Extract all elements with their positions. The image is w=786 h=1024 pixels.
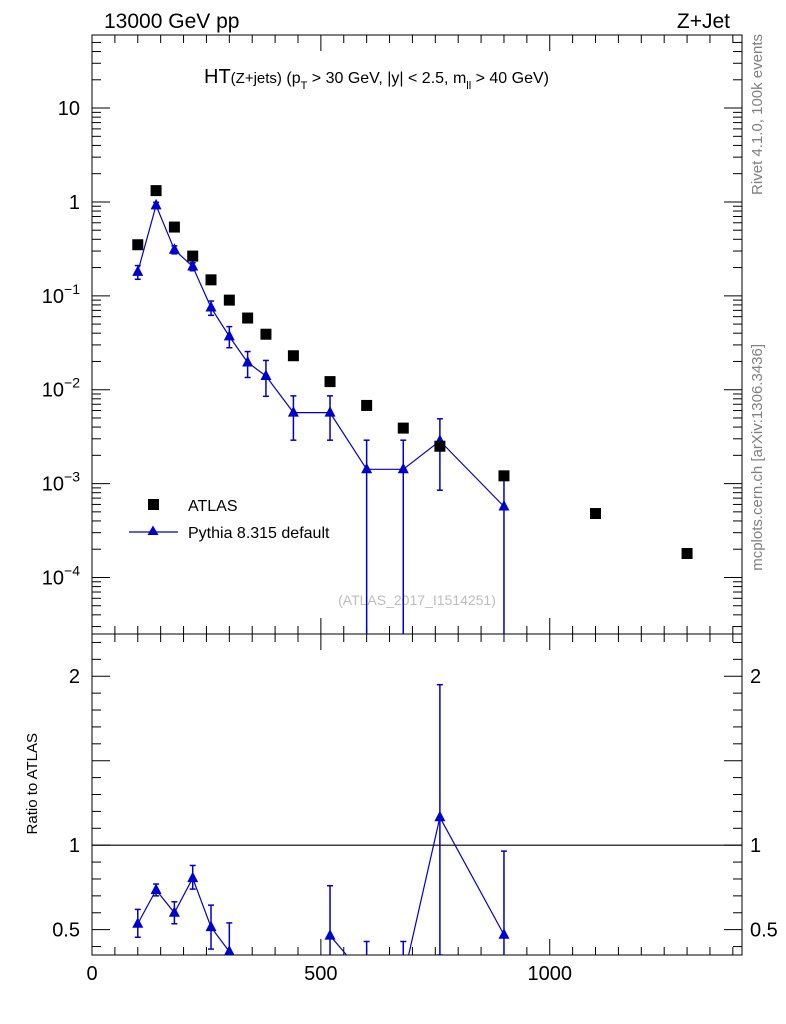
pythia-point: [287, 406, 299, 417]
atlas-point: [498, 470, 510, 482]
main-y-tick-label: 1: [69, 192, 80, 214]
ratio-y-tick-label-left: 1: [69, 835, 80, 857]
atlas-point: [223, 294, 235, 306]
pythia-point: [150, 198, 162, 210]
atlas-point: [168, 221, 180, 233]
ratio-y-tick-label-left: 0.5: [52, 920, 80, 942]
header-left: 13000 GeV pp: [104, 10, 239, 33]
main-axis-ticks: 10 1 10−1 10−2 10−3 10−4: [42, 34, 742, 634]
x-tick-label: 500: [304, 963, 337, 985]
ratio-plot-frame: [91, 633, 743, 956]
ratio-y-tick-label-right: 0.5: [750, 920, 778, 942]
ratio-point: [132, 917, 144, 928]
atlas-point: [361, 399, 373, 411]
pythia-point: [205, 301, 217, 312]
ratio-point: [361, 972, 372, 983]
main-plot-frame: [91, 34, 743, 635]
ratio-y-tick-label-right: 2: [750, 666, 761, 688]
atlas-point: [681, 548, 693, 560]
pythia-point: [324, 406, 336, 417]
main-y-tick-label: 10: [58, 98, 80, 120]
ratio-point: [324, 929, 336, 940]
ratio-point: [498, 928, 510, 939]
ratio-point: [205, 920, 217, 932]
atlas-point: [287, 350, 299, 362]
pythia-point: [498, 500, 510, 511]
atlas-point: [324, 376, 336, 388]
main-y-tick-label: 10−1: [42, 281, 80, 308]
atlas-point: [132, 239, 144, 251]
pythia-point: [242, 355, 254, 367]
legend-label-atlas: ATLAS: [188, 498, 238, 515]
x-tick-label: 0: [86, 963, 97, 985]
ratio-y-tick-label-left: 2: [69, 666, 80, 688]
ratio-point: [398, 972, 409, 983]
ratio-point: [187, 871, 199, 883]
atlas-point: [397, 422, 409, 434]
ratio-y-tick-label-right: 1: [750, 835, 761, 857]
atlas-point: [150, 185, 162, 197]
ratio-point: [224, 945, 235, 955]
pythia-line: [137, 203, 505, 507]
atlas-point: [260, 328, 272, 340]
atlas-point: [187, 250, 199, 262]
pythia-point: [168, 243, 180, 254]
pythia-point: [132, 265, 144, 276]
main-data-layer: [132, 185, 693, 634]
legend-marker-atlas: [148, 499, 159, 510]
atlas-point: [434, 440, 446, 452]
pythia-point: [187, 260, 199, 271]
pythia-point: [397, 462, 409, 474]
ratio-point: [434, 810, 446, 822]
header-right: Z+Jet: [677, 10, 730, 33]
ratio-axis-ticks: 0 500 1000 0.5 0.5 1 1 2 2: [52, 634, 778, 985]
plot-title: HT(Z+jets) (pT > 30 GeV, |y| < 2.5, mll …: [204, 66, 549, 92]
ratio-point: [168, 906, 180, 917]
x-tick-label: 1000: [527, 963, 572, 985]
atlas-point: [205, 274, 217, 286]
pythia-point: [223, 329, 235, 341]
ratio-line: [329, 815, 505, 955]
main-y-tick-label: 10−3: [42, 469, 80, 496]
mcplots-label: mcplots.cern.ch [arXiv:1306.3436]: [749, 344, 766, 571]
legend-label-pythia: Pythia 8.315 default: [188, 525, 330, 542]
legend: ATLAS Pythia 8.315 default: [129, 498, 330, 542]
ratio-data-layer: [132, 683, 510, 983]
pythia-point: [361, 462, 373, 474]
atlas-point: [242, 312, 254, 324]
rivet-label: Rivet 4.1.0, 100k events: [749, 34, 766, 195]
atlas-point: [590, 508, 602, 520]
ratio-y-axis-label: Ratio to ATLAS: [24, 733, 41, 834]
main-y-tick-label: 10−4: [42, 562, 80, 589]
main-y-tick-label: 10−2: [42, 375, 80, 402]
legend-marker-pythia: [147, 525, 159, 535]
pythia-point: [260, 369, 272, 380]
ratio-line: [137, 876, 230, 952]
ratio-point: [150, 883, 162, 894]
analysis-watermark: (ATLAS_2017_I1514251): [338, 592, 496, 608]
